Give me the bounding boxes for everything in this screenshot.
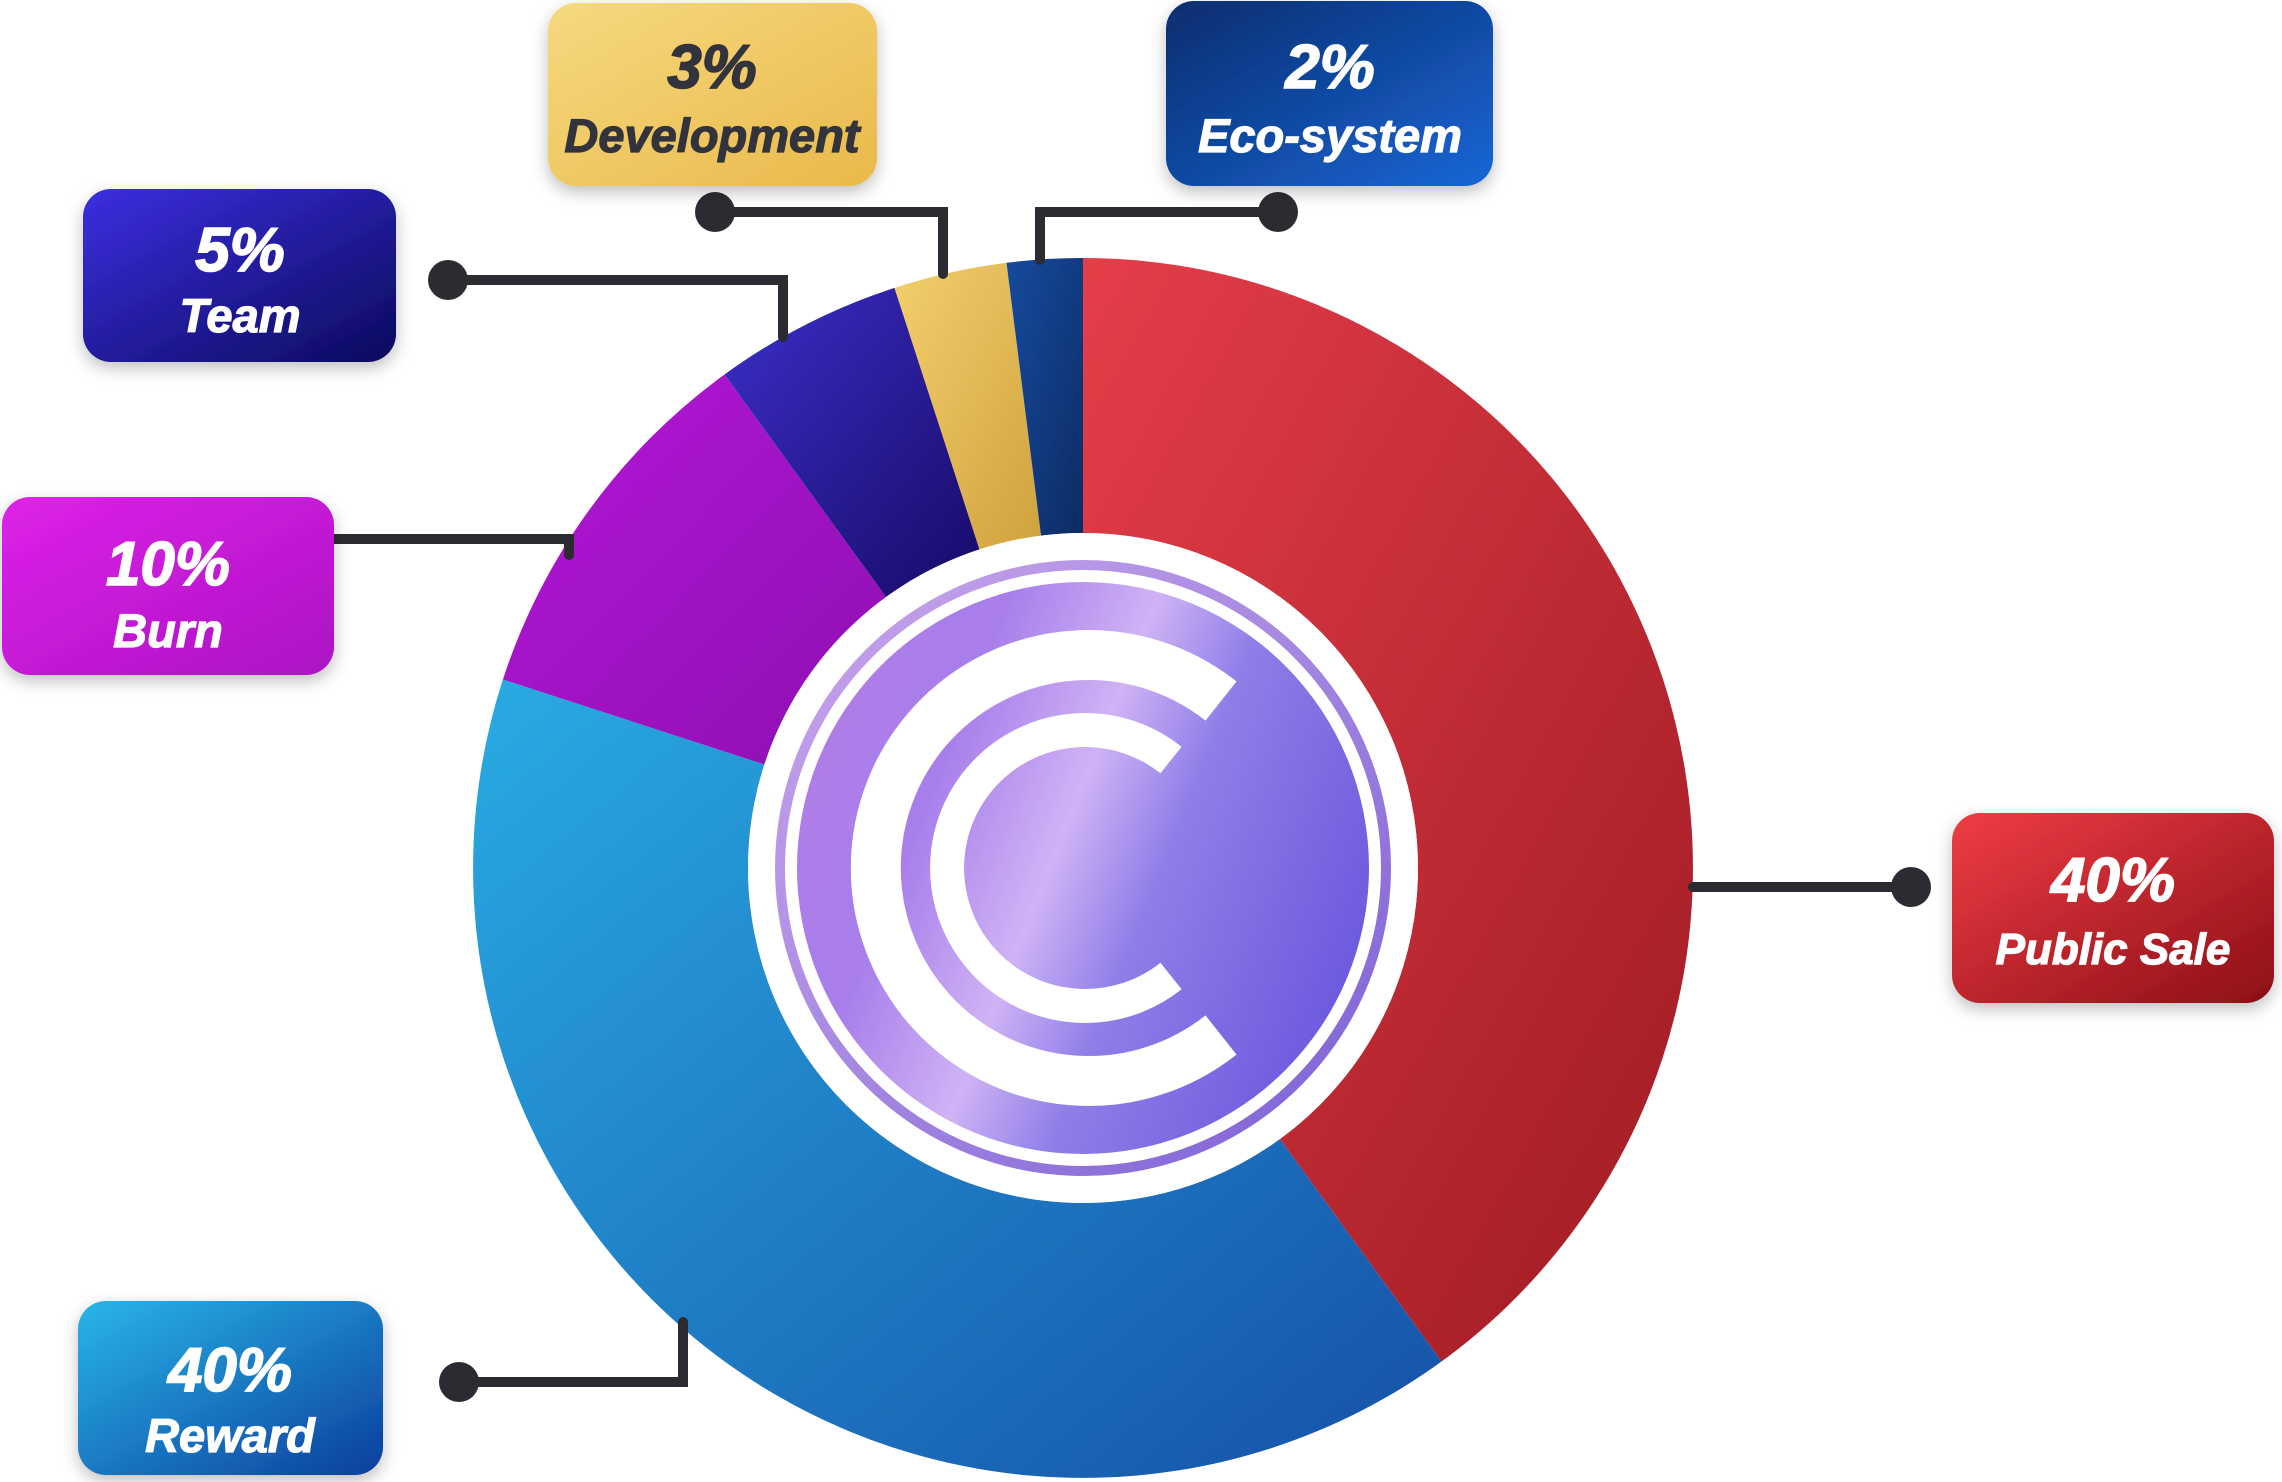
- svg-text:40%: 40%: [166, 1336, 292, 1405]
- svg-text:Burn: Burn: [113, 604, 223, 657]
- svg-text:Team: Team: [179, 289, 300, 342]
- svg-text:Reward: Reward: [145, 1409, 316, 1462]
- svg-text:40%: 40%: [2049, 846, 2175, 915]
- svg-text:Eco-system: Eco-system: [1198, 109, 1462, 162]
- svg-text:3%: 3%: [667, 33, 757, 102]
- svg-text:5%: 5%: [195, 216, 285, 285]
- svg-text:Development: Development: [564, 109, 861, 162]
- svg-text:Public Sale: Public Sale: [1996, 925, 2231, 974]
- svg-text:10%: 10%: [106, 530, 230, 599]
- svg-text:2%: 2%: [1284, 33, 1375, 102]
